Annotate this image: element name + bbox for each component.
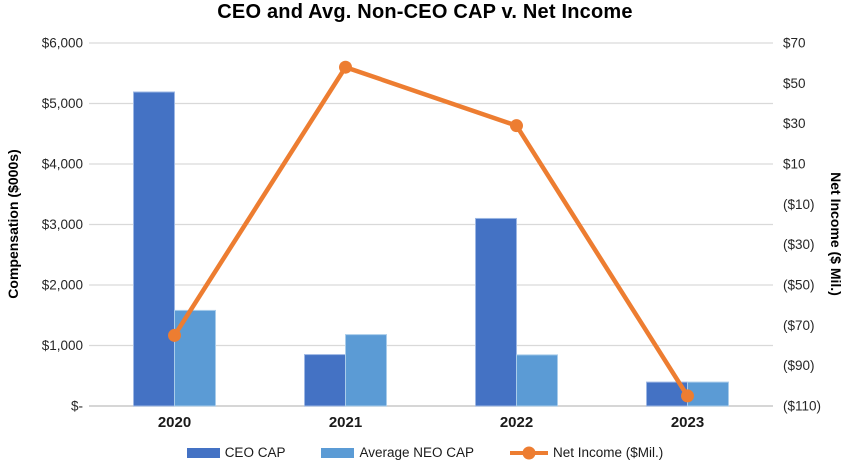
net-income-line — [172, 64, 690, 399]
right-axis-tick: $50 — [783, 76, 806, 91]
net-income-dot-icon — [522, 446, 536, 459]
left-axis-tick: $- — [71, 399, 83, 414]
right-axis-tick: ($30) — [783, 237, 815, 252]
bar-ceo-cap-2020 — [133, 91, 175, 407]
chart-title: CEO and Avg. Non-CEO CAP v. Net Income — [217, 1, 633, 23]
right-axis-tick: ($70) — [783, 318, 815, 333]
net-income-marker-2023 — [681, 389, 694, 403]
legend-item-average-neo-cap: Average NEO CAP — [321, 445, 474, 460]
left-axis-tick: $3,000 — [42, 217, 83, 232]
x-axis-label-2022: 2022 — [500, 414, 533, 431]
legend-item-net-income: Net Income ($Mil.) — [510, 445, 663, 460]
ceo-cap-swatch-icon — [186, 447, 220, 458]
net-income-marker-2022 — [510, 119, 523, 133]
left-axis-tick: $1,000 — [42, 338, 83, 353]
legend: CEO CAP Average NEO CAP Net Income ($Mil… — [0, 445, 850, 460]
right-axis-tick: $30 — [783, 116, 806, 131]
legend-item-ceo-cap: CEO CAP — [186, 445, 286, 460]
x-axis-label-2021: 2021 — [329, 414, 362, 431]
net-income-line-swatch-icon — [510, 446, 549, 459]
legend-label: Net Income ($Mil.) — [553, 445, 664, 460]
legend-label: Average NEO CAP — [359, 445, 475, 460]
bar-average-neo-cap-2022 — [516, 354, 558, 407]
legend-label: CEO CAP — [224, 445, 286, 460]
right-axis-tick: $10 — [783, 157, 806, 172]
right-axis-tick: ($90) — [783, 358, 815, 373]
bar-ceo-cap-2022 — [475, 217, 517, 407]
left-axis-tick: $2,000 — [42, 278, 83, 293]
left-axis-tick: $5,000 — [42, 96, 83, 111]
right-axis-tick: ($10) — [783, 197, 815, 212]
x-axis-label-2023: 2023 — [671, 414, 704, 431]
average-neo-cap-swatch-icon — [321, 447, 355, 458]
net-income-marker-2020 — [168, 328, 181, 342]
x-axis-label-2020: 2020 — [158, 414, 191, 431]
bar-average-neo-cap-2021 — [345, 334, 387, 407]
left-axis-tick: $6,000 — [42, 36, 83, 51]
right-axis-tick: ($110) — [783, 399, 821, 414]
left-axis-tick: $4,000 — [42, 157, 83, 172]
right-axis-tick: ($50) — [783, 278, 815, 293]
bar-ceo-cap-2021 — [304, 354, 346, 407]
net-income-marker-2021 — [339, 60, 352, 74]
right-axis-tick: $70 — [783, 36, 806, 51]
